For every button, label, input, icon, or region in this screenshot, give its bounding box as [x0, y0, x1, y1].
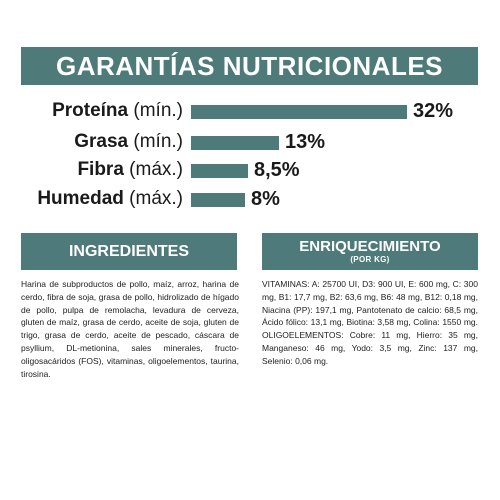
nutrient-label: Proteína (mín.)	[52, 96, 183, 126]
nutritional-guarantees-banner: GARANTÍAS NUTRICIONALES	[21, 47, 478, 85]
nutrient-row-moisture: Humedad (máx.) 8%	[0, 184, 500, 214]
enrichment-subtitle: (POR KG)	[350, 254, 390, 264]
banner-title: GARANTÍAS NUTRICIONALES	[55, 50, 444, 81]
nutrient-name: Proteína	[52, 100, 129, 121]
nutrient-bar	[191, 164, 248, 178]
nutrient-qualifier: (mín.)	[133, 100, 183, 121]
nutrient-label: Humedad (máx.)	[37, 184, 183, 214]
nutrient-name: Fibra	[77, 159, 124, 180]
enrichment-header: ENRIQUECIMIENTO (POR KG)	[262, 233, 478, 270]
nutrient-value: 13%	[285, 131, 326, 153]
nutrient-name: Humedad	[37, 188, 124, 209]
ingredients-header: INGREDIENTES	[21, 233, 237, 270]
nutrient-bar	[191, 105, 407, 119]
nutrient-bar	[191, 193, 245, 207]
nutrient-qualifier: (máx.)	[129, 188, 183, 209]
enrichment-text: VITAMINAS: A: 25700 UI, D3: 900 UI, E: 6…	[262, 279, 478, 366]
nutrient-row-protein: Proteína (mín.) 32%	[0, 96, 500, 126]
nutrient-qualifier: (mín.)	[133, 131, 183, 152]
nutrient-value: 32%	[413, 100, 454, 122]
nutrient-label: Grasa (mín.)	[74, 127, 183, 157]
nutrient-row-fat: Grasa (mín.) 13%	[0, 127, 500, 157]
nutrient-row-fiber: Fibra (máx.) 8,5%	[0, 155, 500, 185]
nutrient-bar	[191, 136, 279, 150]
nutrient-label: Fibra (máx.)	[77, 155, 183, 185]
nutrient-qualifier: (máx.)	[129, 159, 183, 180]
ingredients-text: Harina de subproductos de pollo, maíz, a…	[21, 279, 239, 379]
nutrient-value: 8%	[251, 188, 280, 210]
nutrient-name: Grasa	[74, 131, 129, 152]
nutrient-value: 8,5%	[254, 159, 300, 181]
ingredients-title: INGREDIENTES	[68, 242, 189, 260]
enrichment-title: ENRIQUECIMIENTO	[299, 237, 441, 255]
